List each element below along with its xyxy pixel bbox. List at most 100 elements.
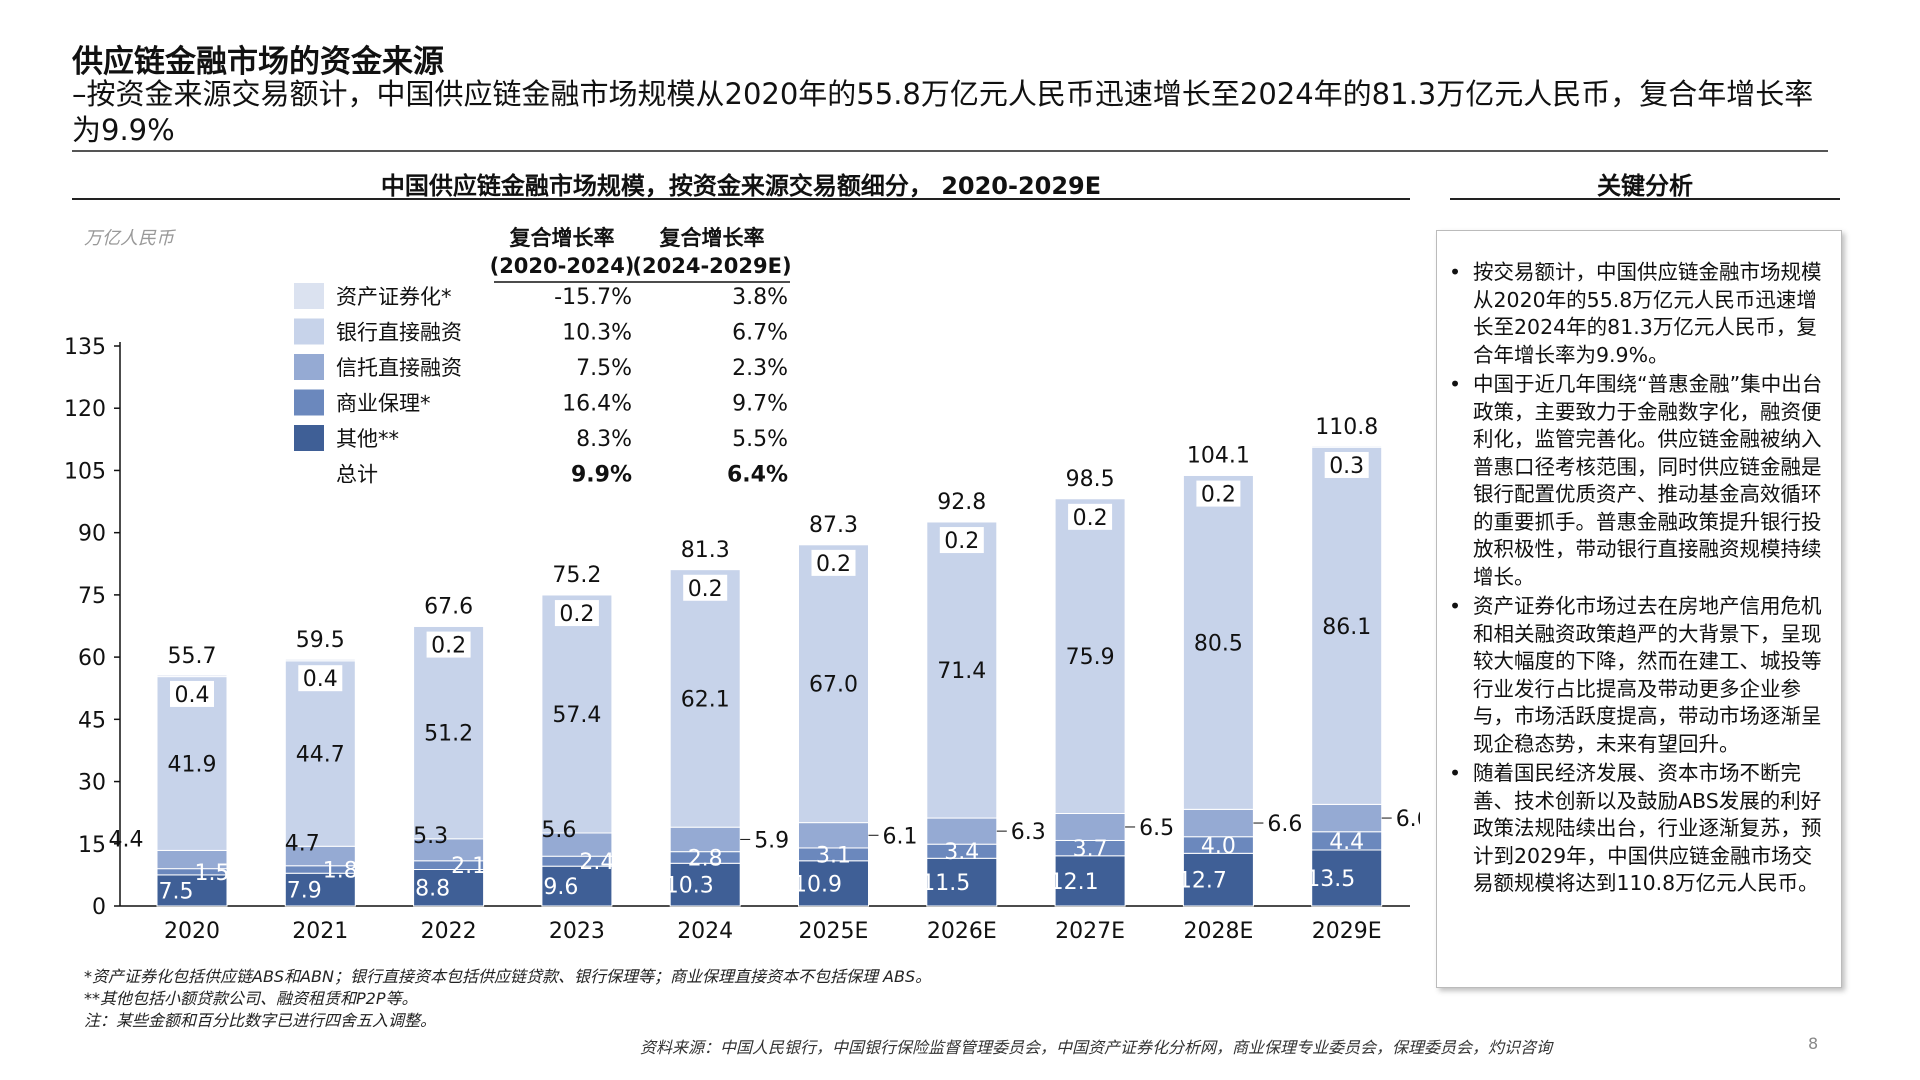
- bar-segment: [798, 860, 869, 907]
- source-note: 资料来源：中国人民银行，中国银行保险监督管理委员会，中国资产证券化分析网，商业保…: [640, 1038, 1553, 1057]
- chart-title: 中国供应链金融市场规模，按资金来源交易额细分， 2020-2029E: [380, 172, 1102, 200]
- data-label-box: [811, 549, 856, 576]
- data-label: 80.5: [1194, 631, 1243, 656]
- bar-segment: [156, 676, 228, 851]
- header-divider: [72, 150, 1828, 152]
- bar-segment: [1054, 855, 1126, 907]
- cagr-2020-2024: 16.4%: [562, 392, 632, 417]
- data-label: 4.4: [109, 827, 144, 852]
- data-label: 13.5: [1306, 867, 1355, 892]
- data-label-box: [1068, 503, 1113, 530]
- data-label: 2.4: [579, 850, 614, 875]
- x-tick-label: 2023: [549, 919, 605, 944]
- data-label: 4.7: [285, 831, 320, 856]
- cagr-header: 复合增长率: [659, 226, 765, 250]
- y-tick-label: 105: [64, 459, 106, 484]
- data-label: 51.2: [424, 722, 473, 747]
- data-label: 7.9: [287, 879, 322, 904]
- data-label-box: [683, 574, 728, 601]
- y-tick-label: 30: [78, 771, 106, 796]
- bar-segment: [1054, 498, 1126, 814]
- bar-segment: [669, 862, 741, 907]
- data-label: 86.1: [1322, 615, 1371, 640]
- footnote: 注：某些金额和百分比数字已进行四舍五入调整。: [84, 1011, 437, 1030]
- data-label-box: [939, 527, 984, 554]
- footnote: **其他包括小额贷款公司、融资租赁和P2P等。: [84, 989, 418, 1008]
- y-tick-label: 60: [78, 646, 106, 671]
- data-label: 6.1: [883, 824, 918, 849]
- data-label: 4.4: [1329, 830, 1364, 855]
- cagr-header: (2024-2029E): [632, 254, 791, 278]
- data-label: 0.4: [175, 683, 210, 708]
- data-label: 0.2: [1073, 506, 1108, 531]
- analysis-bullet: 随着国民经济发展、资本市场不断完善、技术创新以及鼓励ABS发展的利好政策法规陆续…: [1449, 760, 1827, 898]
- analysis-panel: 按交易额计，中国供应链金融市场规模从2020年的55.8万亿元人民币迅速增长至2…: [1436, 230, 1842, 988]
- bar-segment: [1054, 497, 1126, 500]
- data-label: 0.2: [1201, 483, 1236, 508]
- data-label: 3.1: [816, 843, 851, 868]
- total-label: 87.3: [809, 513, 858, 538]
- analysis-title: 关键分析: [1597, 172, 1693, 200]
- data-label: 0.2: [559, 602, 594, 627]
- bar-segment: [926, 857, 998, 907]
- data-label: 67.0: [809, 673, 858, 698]
- data-label: 44.7: [296, 743, 345, 768]
- footnote: *资产证券化包括供应链ABS和ABN；银行直接资本包括供应链贷款、银行保理等；商…: [84, 967, 932, 986]
- x-tick-label: 2021: [292, 919, 348, 944]
- y-tick-label: 75: [78, 584, 106, 609]
- x-tick-label: 2024: [677, 919, 733, 944]
- x-tick-label: 2027E: [1055, 919, 1125, 944]
- data-label-box: [1324, 451, 1369, 478]
- y-tick-label: 120: [64, 397, 106, 422]
- x-tick-label: 2028E: [1183, 919, 1253, 944]
- page-subtitle: –按资金来源交易额计，中国供应链金融市场规模从2020年的55.8万亿元人民币迅…: [72, 77, 1814, 147]
- data-label: 0.4: [303, 667, 338, 692]
- bar-segment: [413, 625, 485, 627]
- footnotes: *资产证券化包括供应链ABS和ABN；银行直接资本包括供应链贷款、银行保理等；商…: [84, 966, 931, 1032]
- data-label: 0.2: [816, 552, 851, 577]
- legend-label: 资产证券化*: [336, 285, 452, 309]
- bar-segment: [926, 520, 998, 523]
- bar-segment: [669, 568, 741, 571]
- data-label: 12.1: [1050, 870, 1099, 895]
- bar-segment: [541, 594, 613, 834]
- data-label: 6.6: [1267, 812, 1302, 837]
- legend-swatch: [294, 318, 324, 345]
- bar-segment: [669, 569, 741, 828]
- data-label: 10.9: [793, 872, 842, 897]
- data-label: 10.3: [665, 874, 714, 899]
- x-tick-label: 2029E: [1312, 919, 1382, 944]
- cagr-2020-2024: 8.3%: [576, 427, 632, 452]
- data-label: 3.7: [1073, 837, 1108, 862]
- data-label: 2.1: [451, 854, 486, 879]
- bar-segment: [541, 593, 613, 596]
- data-label: 71.4: [937, 659, 986, 684]
- legend-label: 信托直接融资: [336, 356, 462, 380]
- analysis-list: 按交易额计，中国供应链金融市场规模从2020年的55.8万亿元人民币迅速增长至2…: [1437, 231, 1841, 898]
- data-label: 0.2: [944, 529, 979, 554]
- data-label: 57.4: [552, 703, 601, 728]
- bar-segment: [669, 826, 741, 853]
- bar-segment: [156, 874, 228, 907]
- legend-label: 其他**: [336, 427, 399, 451]
- bar-segment: [1311, 445, 1383, 448]
- data-label: 8.8: [415, 877, 450, 902]
- data-label: 3.4: [944, 840, 979, 865]
- page-title: 供应链金融市场的资金来源: [72, 44, 444, 80]
- data-label: 5.3: [413, 824, 448, 849]
- y-tick-label: 0: [92, 895, 106, 920]
- bar-segment: [284, 872, 356, 907]
- legend-label: 银行直接融资: [336, 321, 462, 345]
- data-label: 4.0: [1201, 834, 1236, 859]
- legend-swatch: [294, 283, 324, 309]
- legend-label: 商业保理*: [336, 392, 431, 416]
- cagr-header: (2020-2024): [490, 254, 635, 278]
- bar-segment: [413, 868, 485, 907]
- data-label: 62.1: [681, 687, 730, 712]
- bar-segment: [1311, 803, 1383, 833]
- legend-swatch: [294, 354, 324, 380]
- cagr-2024-2029: 6.7%: [732, 321, 788, 346]
- data-label: 9.6: [543, 875, 578, 900]
- data-label: 6.3: [1011, 820, 1046, 845]
- bar-segment: [798, 822, 869, 849]
